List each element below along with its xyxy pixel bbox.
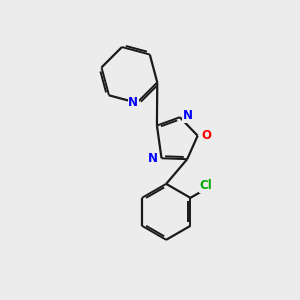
Text: Cl: Cl	[200, 179, 212, 192]
Text: N: N	[148, 152, 158, 165]
Text: N: N	[183, 109, 193, 122]
Text: N: N	[128, 96, 138, 109]
Text: O: O	[201, 129, 211, 142]
